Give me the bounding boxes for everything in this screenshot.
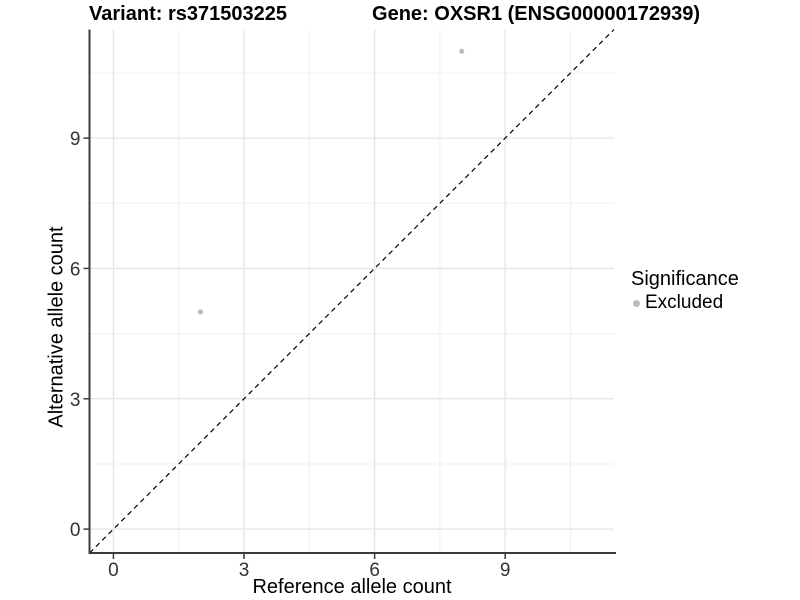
legend-item-excluded: Excluded <box>633 292 739 314</box>
plot-title-variant: Variant: rs371503225 <box>89 3 287 25</box>
x-tick-label: 9 <box>500 560 511 581</box>
x-tick-label: 6 <box>369 560 380 581</box>
identity-line <box>89 29 615 554</box>
data-point <box>197 309 204 315</box>
legend-point-icon <box>633 299 640 307</box>
x-tick-label: 3 <box>239 560 250 581</box>
legend: Significance Excluded <box>631 268 739 314</box>
legend-title: Significance <box>631 268 739 290</box>
y-tick-label: 6 <box>70 259 81 280</box>
y-tick-label: 0 <box>70 520 81 541</box>
plot-title-gene: Gene: OXSR1 (ENSG00000172939) <box>372 3 700 25</box>
legend-item-label: Excluded <box>645 292 724 313</box>
data-point <box>459 48 465 54</box>
y-tick-label: 9 <box>70 129 81 150</box>
y-tick-label: 3 <box>70 390 81 411</box>
x-axis-title: Reference allele count <box>252 576 452 598</box>
x-tick-label: 0 <box>108 560 119 581</box>
y-axis-title: Alternative allele count <box>45 226 68 428</box>
